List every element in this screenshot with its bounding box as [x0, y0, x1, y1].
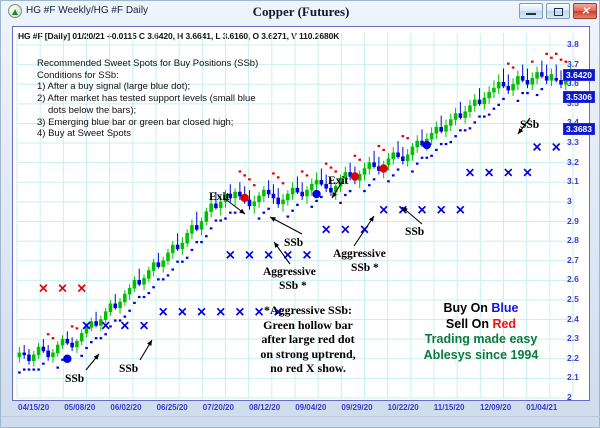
highlighted-price-box: 3.5306	[563, 90, 595, 103]
chart-annotation-label: SSb	[405, 226, 425, 238]
price-tick-label: 2	[567, 392, 572, 402]
price-tick-label: 2.8	[567, 235, 579, 246]
branding-block: Buy On Blue Sell On Red Trading made eas…	[397, 301, 565, 363]
price-tick-label: 3.3	[567, 137, 579, 148]
instruction-line: Recommended Sweet Spots for Buy Position…	[37, 58, 259, 69]
instruction-line: dots below the bars);	[48, 104, 137, 116]
chart-annotation-label: SSb	[520, 119, 540, 131]
brand-line-sell: Sell On Red	[445, 316, 517, 331]
price-chart-svg	[16, 33, 574, 399]
chart-annotation-label: SSb	[119, 363, 139, 375]
price-tick-label: 2.7	[567, 254, 579, 265]
price-tick-label: 3.8	[567, 39, 579, 49]
instruction-line: Conditions for SSb:	[37, 69, 119, 81]
date-tick-label: 06/25/20	[156, 403, 188, 412]
minimize-icon	[526, 13, 536, 15]
price-tick-label: 3.6	[567, 78, 579, 89]
brand-line-buy: Buy On Blue	[443, 301, 519, 315]
status-bar	[1, 416, 600, 427]
instruction-line: 2) After market has tested support level…	[37, 93, 256, 105]
chart-annotation-label: SSb *	[279, 280, 307, 292]
maximize-icon	[554, 8, 563, 16]
x-markers	[39, 142, 561, 330]
title-bar: HG #F Weekly/HG #F Daily Copper (Futures…	[1, 1, 600, 22]
chart-annotation-label: SSb	[284, 237, 304, 249]
maximize-button[interactable]	[546, 3, 570, 19]
date-tick-label: 04/15/20	[18, 403, 50, 412]
brand-tagline: Trading made easy	[424, 332, 538, 346]
price-tick-label: 3.5	[567, 97, 579, 108]
date-tick-label: 10/22/20	[387, 403, 419, 412]
grid-lines	[16, 33, 574, 399]
price-tick-label: 2.9	[567, 215, 579, 226]
highlighted-price-box: 3.6420	[563, 68, 595, 81]
aggressive-ssb-note-line: no red X show.	[270, 361, 346, 375]
aggressive-ssb-note: *Aggressive SSb: Green hollow bar after la…	[233, 303, 383, 376]
date-tick-label: 08/12/20	[249, 403, 281, 412]
chart-plot-area[interactable]: HG #F [Daily] 01/20/21 +0.0115 C 3.6420,…	[12, 26, 590, 401]
date-tick-label: 01/04/21	[526, 403, 558, 412]
window-controls: ✕	[519, 3, 597, 19]
date-tick-label: 06/02/20	[110, 403, 142, 412]
chart-annotation-label: Aggressive	[263, 266, 316, 278]
close-icon: ✕	[581, 6, 590, 17]
date-tick-label: 09/29/20	[341, 403, 373, 412]
ablesys-logo-icon	[8, 4, 22, 18]
chart-annotation-label: Exit	[328, 175, 349, 187]
instruction-line: 4) Buy at Sweet Spots	[37, 128, 131, 140]
price-tick-label: 2.2	[567, 352, 579, 363]
aggressive-ssb-note-line: *Aggressive SSb:	[263, 303, 353, 317]
price-tick-label: 2.3	[567, 333, 579, 344]
chart-annotation-label: SSb *	[351, 262, 379, 274]
price-tick-label: 2.6	[567, 274, 579, 285]
window-title-center: Copper (Futures)	[252, 4, 350, 19]
brand-company: Ablesys since 1994	[423, 347, 539, 362]
signal-dots	[63, 140, 432, 363]
instruction-line: 1) After a buy signal (large blue dot);	[37, 81, 191, 93]
window-title-left: HG #F Weekly/HG #F Daily	[26, 5, 149, 16]
close-button[interactable]: ✕	[573, 3, 597, 19]
price-tick-label: 2.4	[567, 313, 579, 324]
instruction-line: 3) Emerging blue bar or green bar closed…	[37, 116, 234, 128]
price-tick-label: 3.1	[567, 176, 579, 187]
date-tick-label: 05/08/20	[64, 403, 96, 412]
aggressive-ssb-note-line: Green hollow bar	[263, 317, 353, 332]
date-tick-label: 11/15/20	[433, 403, 465, 412]
price-tick-label: 2.5	[567, 293, 579, 304]
annotation-arrows	[85, 117, 531, 371]
support-resistance-dots	[18, 52, 572, 374]
date-tick-label: 12/09/20	[480, 403, 512, 412]
aggressive-ssb-note-line: on strong uptrend,	[260, 346, 356, 361]
chart-annotation-label: Exit	[209, 191, 230, 203]
price-tick-label: 2.1	[567, 372, 579, 383]
date-axis: 04/15/20 05/08/20 06/02/20 06/25/20 07/20/20…	[12, 401, 590, 417]
price-tick-label: 3.2	[567, 156, 579, 167]
highlighted-price-box: 3.3683	[563, 122, 595, 135]
chart-annotation-label: Aggressive	[333, 248, 386, 260]
chart-annotation-label: SSb	[65, 373, 85, 385]
date-tick-label: 07/20/20	[202, 403, 234, 412]
price-tick-label: 3.4	[567, 117, 579, 127]
aggressive-ssb-note-line: after large red dot	[261, 332, 355, 346]
minimize-button[interactable]	[519, 3, 543, 19]
price-tick-label: 3	[567, 195, 572, 206]
date-tick-label: 09/04/20	[295, 403, 327, 412]
price-tick-label: 3.7	[567, 58, 579, 69]
